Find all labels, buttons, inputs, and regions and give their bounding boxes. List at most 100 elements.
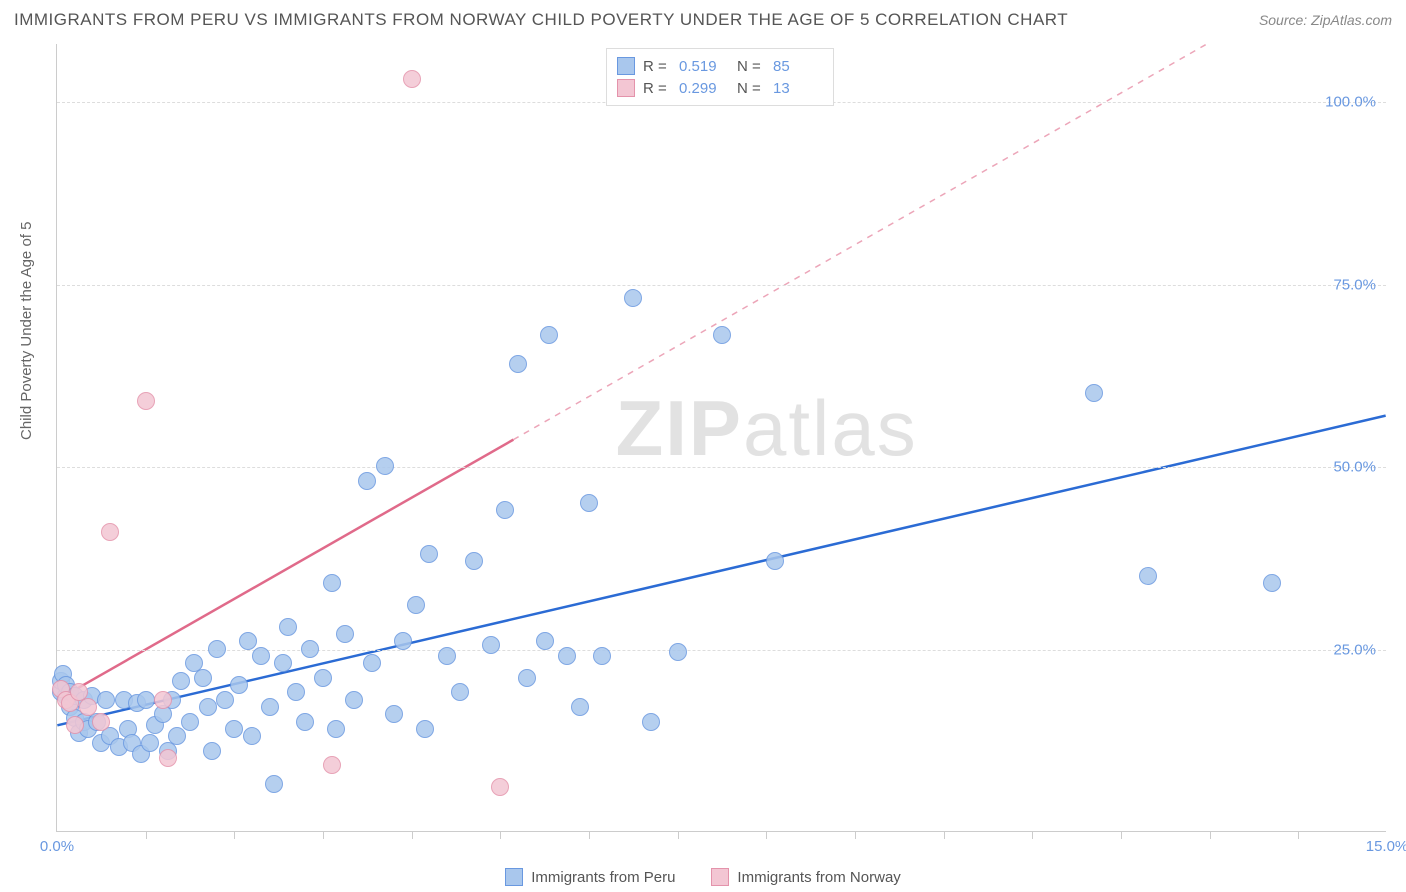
data-point xyxy=(451,683,469,701)
legend-swatch xyxy=(617,79,635,97)
data-point xyxy=(216,691,234,709)
trend-lines xyxy=(57,44,1386,831)
data-point xyxy=(540,326,558,344)
data-point xyxy=(323,574,341,592)
chart-source: Source: ZipAtlas.com xyxy=(1259,12,1392,28)
data-point xyxy=(593,647,611,665)
legend-r-label: R = xyxy=(643,80,671,97)
data-point xyxy=(327,720,345,738)
data-point xyxy=(558,647,576,665)
data-point xyxy=(713,326,731,344)
data-point xyxy=(66,716,84,734)
chart-header: IMMIGRANTS FROM PERU VS IMMIGRANTS FROM … xyxy=(14,10,1392,30)
x-tick-minor xyxy=(1032,831,1033,839)
legend-swatch xyxy=(617,57,635,75)
legend-bottom: Immigrants from Peru Immigrants from Nor… xyxy=(0,868,1406,886)
data-point xyxy=(79,698,97,716)
x-tick-minor xyxy=(500,831,501,839)
x-tick-minor xyxy=(944,831,945,839)
data-point xyxy=(394,632,412,650)
gridline xyxy=(57,467,1386,468)
legend-label-peru: Immigrants from Peru xyxy=(531,869,675,886)
data-point xyxy=(624,289,642,307)
y-tick-label: 25.0% xyxy=(1333,641,1376,658)
data-point xyxy=(301,640,319,658)
legend-swatch-norway xyxy=(711,868,729,886)
legend-item-peru: Immigrants from Peru xyxy=(505,868,675,886)
data-point xyxy=(137,392,155,410)
data-point xyxy=(296,713,314,731)
data-point xyxy=(1263,574,1281,592)
data-point xyxy=(1085,384,1103,402)
data-point xyxy=(97,691,115,709)
legend-r-label: R = xyxy=(643,58,671,75)
data-point xyxy=(181,713,199,731)
legend-n-label: N = xyxy=(737,80,765,97)
data-point xyxy=(279,618,297,636)
data-point xyxy=(274,654,292,672)
data-point xyxy=(252,647,270,665)
data-point xyxy=(141,734,159,752)
data-point xyxy=(265,775,283,793)
data-point xyxy=(518,669,536,687)
data-point xyxy=(465,552,483,570)
y-axis-label: Child Poverty Under the Age of 5 xyxy=(18,222,35,440)
data-point xyxy=(403,70,421,88)
x-tick-label: 15.0% xyxy=(1366,838,1406,855)
data-point xyxy=(416,720,434,738)
legend-stats-row: R =0.519N =85 xyxy=(617,55,823,77)
data-point xyxy=(580,494,598,512)
x-tick-minor xyxy=(589,831,590,839)
data-point xyxy=(261,698,279,716)
y-tick-label: 50.0% xyxy=(1333,459,1376,476)
x-tick-minor xyxy=(766,831,767,839)
x-tick-label: 0.0% xyxy=(40,838,74,855)
data-point xyxy=(363,654,381,672)
data-point xyxy=(287,683,305,701)
legend-item-norway: Immigrants from Norway xyxy=(711,868,900,886)
x-tick-minor xyxy=(234,831,235,839)
data-point xyxy=(137,691,155,709)
legend-swatch-peru xyxy=(505,868,523,886)
data-point xyxy=(172,672,190,690)
x-tick-minor xyxy=(1210,831,1211,839)
y-tick-label: 75.0% xyxy=(1333,276,1376,293)
data-point xyxy=(314,669,332,687)
y-tick-label: 100.0% xyxy=(1325,94,1376,111)
data-point xyxy=(496,501,514,519)
watermark: ZIPatlas xyxy=(616,383,918,474)
data-point xyxy=(208,640,226,658)
legend-label-norway: Immigrants from Norway xyxy=(737,869,900,886)
x-tick-minor xyxy=(1121,831,1122,839)
data-point xyxy=(243,727,261,745)
legend-n-value: 85 xyxy=(773,58,823,75)
data-point xyxy=(323,756,341,774)
data-point xyxy=(669,643,687,661)
legend-n-value: 13 xyxy=(773,80,823,97)
x-tick-minor xyxy=(855,831,856,839)
data-point xyxy=(199,698,217,716)
x-tick-minor xyxy=(1298,831,1299,839)
plot-area: ZIPatlas 25.0%50.0%75.0%100.0%0.0%15.0% xyxy=(56,44,1386,832)
x-tick-minor xyxy=(412,831,413,839)
data-point xyxy=(766,552,784,570)
chart-title: IMMIGRANTS FROM PERU VS IMMIGRANTS FROM … xyxy=(14,10,1068,30)
data-point xyxy=(509,355,527,373)
data-point xyxy=(101,523,119,541)
data-point xyxy=(482,636,500,654)
x-tick-minor xyxy=(678,831,679,839)
data-point xyxy=(642,713,660,731)
legend-stats-row: R =0.299N =13 xyxy=(617,77,823,99)
data-point xyxy=(491,778,509,796)
data-point xyxy=(225,720,243,738)
x-tick-minor xyxy=(146,831,147,839)
data-point xyxy=(407,596,425,614)
data-point xyxy=(438,647,456,665)
data-point xyxy=(154,691,172,709)
data-point xyxy=(536,632,554,650)
data-point xyxy=(168,727,186,745)
data-point xyxy=(345,691,363,709)
data-point xyxy=(203,742,221,760)
data-point xyxy=(376,457,394,475)
data-point xyxy=(420,545,438,563)
